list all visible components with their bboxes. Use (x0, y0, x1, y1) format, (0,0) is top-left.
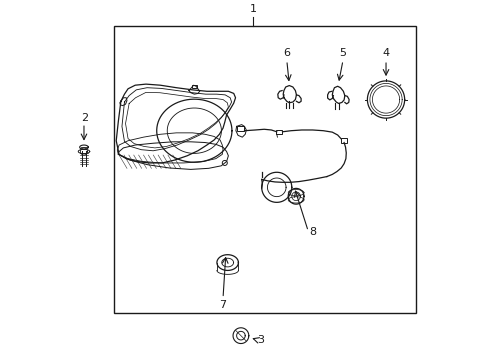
Bar (340, 138, 346, 143)
Text: 7: 7 (219, 300, 226, 310)
Text: 5: 5 (339, 48, 346, 58)
Circle shape (222, 161, 227, 166)
Polygon shape (332, 86, 344, 103)
Bar (237, 126, 244, 131)
Text: 3: 3 (257, 334, 264, 345)
Polygon shape (283, 86, 296, 103)
Bar (191, 85, 197, 89)
Bar (275, 130, 282, 134)
Text: 2: 2 (81, 113, 88, 123)
Bar (114, 26, 416, 313)
Text: 4: 4 (382, 48, 389, 58)
Text: 6: 6 (283, 48, 290, 58)
Text: 8: 8 (308, 227, 315, 237)
Text: 1: 1 (249, 4, 256, 14)
